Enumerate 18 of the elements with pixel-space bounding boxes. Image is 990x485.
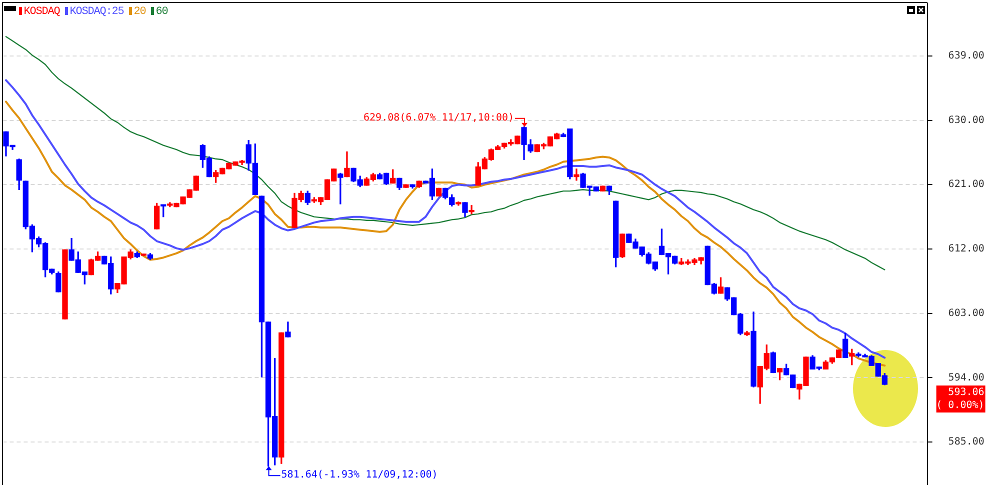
candlestick bbox=[62, 249, 68, 320]
y-tick-label: 585.00 bbox=[948, 436, 984, 448]
legend-label: 60 bbox=[156, 6, 168, 18]
y-tick-label: 594.00 bbox=[948, 372, 984, 384]
candlestick bbox=[403, 184, 409, 188]
legend-label: KOSDAQ:25 bbox=[70, 6, 124, 18]
annotation: 629.08(6.07% 11/17,10:00) bbox=[364, 112, 514, 124]
text: 593.06 bbox=[948, 387, 984, 398]
y-tick-label: 639.00 bbox=[948, 50, 984, 62]
y-tick-label: 630.00 bbox=[948, 114, 984, 126]
legend-label: KOSDAQ bbox=[24, 6, 60, 18]
text: ( 0.00%) bbox=[936, 400, 984, 412]
legend-label: 20 bbox=[134, 6, 146, 18]
y-tick-label: 621.00 bbox=[948, 179, 984, 190]
annotation: 581.64(-1.93% 11/09,12:00) bbox=[281, 470, 438, 481]
y-tick-label: 603.00 bbox=[948, 308, 984, 319]
y-tick-label: 612.00 bbox=[948, 244, 984, 255]
candlestick bbox=[600, 186, 606, 192]
